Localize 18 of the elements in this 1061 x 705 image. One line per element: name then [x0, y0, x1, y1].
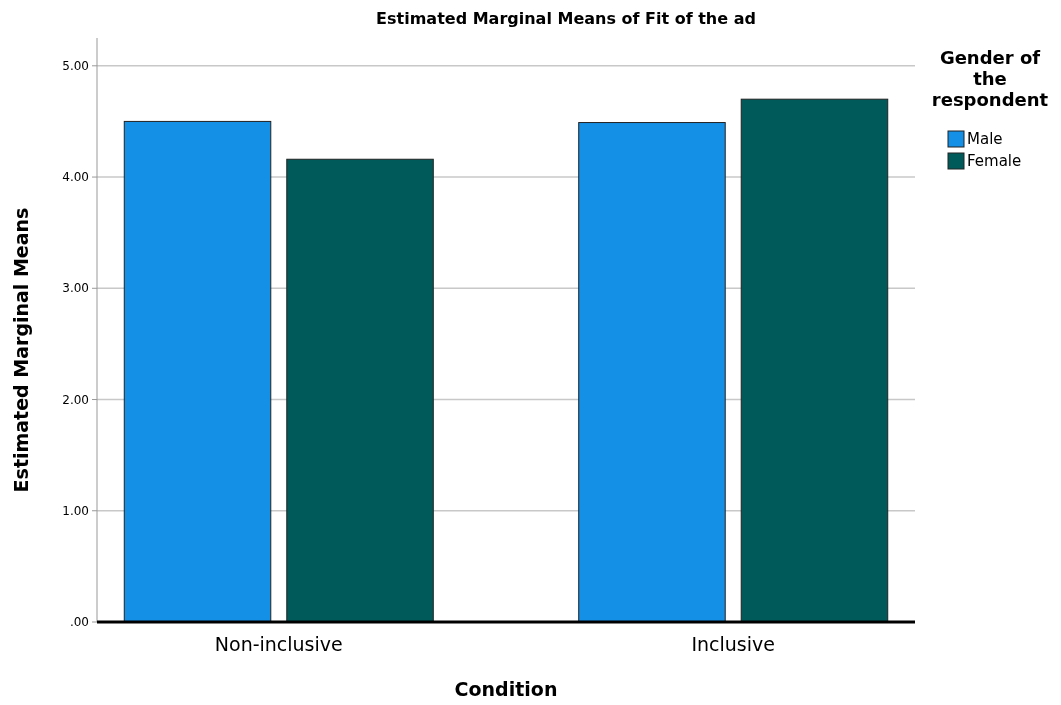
y-tick-label: 3.00: [62, 281, 89, 296]
legend-label: Female: [967, 152, 1022, 171]
chart-title: Estimated Marginal Means of Fit of the ad: [376, 9, 756, 28]
x-tick-label: Inclusive: [691, 633, 775, 655]
legend-label: Male: [967, 130, 1003, 149]
bar: [740, 98, 889, 623]
y-tick-label: .00: [69, 615, 89, 630]
bar: [286, 158, 434, 623]
y-tick-label: 2.00: [62, 392, 89, 407]
x-axis-title: Condition: [454, 678, 558, 700]
x-tick-label: Non-inclusive: [214, 633, 343, 655]
y-tick-label: 4.00: [62, 170, 89, 185]
y-tick-label: 1.00: [62, 503, 89, 518]
bar: [578, 122, 726, 623]
y-tick-label: 5.00: [62, 59, 89, 74]
bar: [123, 120, 272, 623]
y-axis-title: Estimated Marginal Means: [10, 207, 32, 493]
legend-title: Gender of the respondent: [931, 47, 1049, 110]
